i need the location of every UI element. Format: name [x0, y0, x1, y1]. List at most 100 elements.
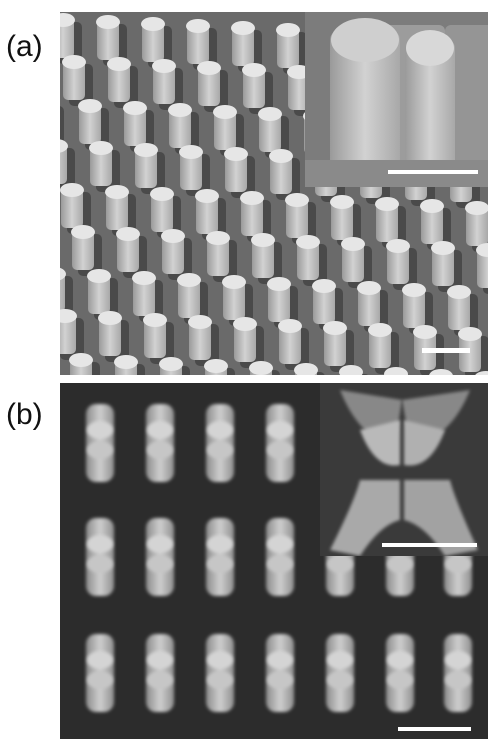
pillar-top — [0, 95, 12, 109]
pillar — [18, 58, 40, 98]
pillar-top — [105, 185, 129, 199]
pillar-top — [132, 271, 156, 285]
pillar-top — [276, 23, 300, 37]
pillar-segment — [87, 671, 113, 689]
pillar-top — [285, 193, 309, 207]
pillar-top — [341, 237, 365, 251]
pillar-top — [51, 13, 75, 27]
pillar-top — [186, 19, 210, 33]
pillar-shadow — [31, 360, 55, 402]
figure: (a) (b) — [0, 0, 488, 739]
pillar — [16, 186, 38, 226]
pillar-segment — [387, 671, 413, 689]
pillar-shadow — [0, 60, 3, 102]
pillar — [0, 100, 11, 140]
pillar-top — [6, 11, 30, 25]
pillar-top — [465, 201, 488, 215]
pillar-top — [44, 139, 68, 153]
scale-bar — [398, 727, 471, 731]
pillar-segment — [87, 555, 113, 573]
pillar-top — [62, 55, 86, 69]
pillar-top — [152, 59, 176, 73]
pillar-segment — [387, 651, 413, 669]
pillar-top — [368, 323, 392, 337]
pillar — [34, 102, 56, 142]
pillar-top — [204, 359, 228, 373]
pillar-shadow — [0, 358, 10, 400]
pillar-segment — [147, 671, 173, 689]
pillar-top — [24, 351, 48, 365]
pillar-top — [278, 319, 302, 333]
pillar-top — [296, 235, 320, 249]
pillar-segment — [267, 555, 293, 573]
pillar-top — [458, 327, 482, 341]
pillar-segment — [147, 441, 173, 459]
pillar-shadow — [0, 188, 1, 230]
pillar-top — [159, 357, 183, 371]
pillar-segment — [387, 555, 413, 573]
pillar-top — [26, 223, 50, 237]
pillar-segment — [207, 535, 233, 553]
pillar-top — [402, 283, 426, 297]
panel-label: (a) — [6, 30, 43, 63]
pillar-top — [375, 197, 399, 211]
pillar-segment — [147, 651, 173, 669]
pillar-top — [197, 61, 221, 75]
pillar-top — [107, 57, 131, 71]
pillar-top — [8, 307, 32, 321]
pillar-top — [269, 149, 293, 163]
pillar-segment — [207, 421, 233, 439]
pillar-top — [251, 233, 275, 247]
pillar-segment — [87, 535, 113, 553]
pillar-shadow — [0, 104, 19, 146]
pillar-top — [447, 285, 471, 299]
pillar-top — [384, 367, 408, 381]
pillar-top — [168, 103, 192, 117]
pillar-top — [240, 191, 264, 205]
pillar-top — [224, 147, 248, 161]
pillar-segment — [267, 421, 293, 439]
pillar-segment — [445, 651, 471, 669]
pillar — [0, 142, 22, 182]
pillar-shadow — [33, 232, 57, 274]
pillar-segment — [267, 441, 293, 459]
pillar-segment — [87, 421, 113, 439]
pillar-segment — [147, 555, 173, 573]
pillar-segment — [207, 671, 233, 689]
pillar-segment — [267, 651, 293, 669]
pillar-top — [60, 183, 84, 197]
pillar-top — [431, 241, 455, 255]
pillar-top — [53, 309, 77, 323]
pillar-top — [231, 21, 255, 35]
pillar-top — [429, 369, 453, 383]
pillar-top — [331, 18, 399, 62]
pillar-segment — [327, 555, 353, 573]
pillar-top — [177, 273, 201, 287]
pillar-shadow — [6, 146, 30, 188]
pillar-top — [242, 63, 266, 77]
pillar-segment — [267, 535, 293, 553]
pillar-top — [267, 277, 291, 291]
pillar — [0, 226, 4, 266]
pillar-top — [206, 231, 230, 245]
pillar-segment — [87, 651, 113, 669]
scale-bar — [382, 543, 477, 547]
pillar-top — [150, 187, 174, 201]
pillar-shadow — [15, 316, 39, 358]
pillar-top — [89, 141, 113, 155]
pillar-shadow — [4, 274, 28, 316]
pillar-segment — [327, 651, 353, 669]
pillar-segment — [207, 441, 233, 459]
pillar-top — [323, 321, 347, 335]
pillar-top — [222, 275, 246, 289]
pillar-top — [161, 229, 185, 243]
pillar-top — [96, 15, 120, 29]
pillar-top — [134, 143, 158, 157]
pillar-shadow — [0, 230, 12, 272]
pillar-top — [87, 269, 111, 283]
page: (a) (b) (() => { const data = JSON.parse… — [0, 0, 488, 739]
pillar-segment — [207, 651, 233, 669]
pillar-top — [330, 195, 354, 209]
pillar-shadow — [22, 190, 46, 232]
pillar-top — [420, 199, 444, 213]
